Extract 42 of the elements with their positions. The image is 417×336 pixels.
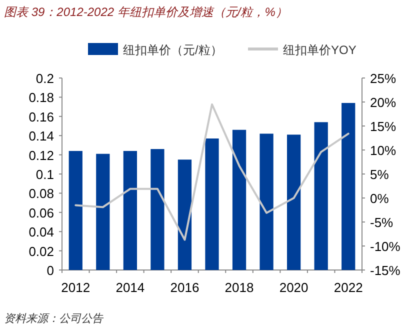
bar (123, 150, 137, 270)
x-tick-label: 2014 (116, 280, 145, 295)
bar (178, 160, 192, 270)
legend-label: 纽扣单价（元/粒） (123, 43, 222, 57)
y2-tick-label: 5% (370, 167, 390, 182)
y-tick-label: 0 (46, 263, 54, 278)
bar (150, 149, 164, 270)
y-tick-label: 0.08 (28, 186, 54, 202)
bar (205, 138, 219, 270)
bar (232, 130, 246, 270)
bar (342, 102, 356, 270)
x-tick-label: 2020 (279, 280, 308, 295)
bar (96, 154, 110, 270)
y-tick-label: 0.12 (28, 148, 54, 163)
y2-tick-label: 15% (370, 119, 396, 134)
bar (287, 134, 301, 270)
y2-tick-label: 0% (370, 191, 390, 206)
x-tick-label: 2022 (334, 280, 363, 295)
y2-tick-label: 20% (370, 95, 396, 110)
text: 资料来源：公司公告 (4, 312, 104, 325)
x-tick-label: 2016 (170, 280, 200, 295)
bar (314, 122, 328, 270)
bar (68, 150, 82, 270)
y-tick-label: 0.16 (28, 109, 54, 124)
y-tick-label: 0.04 (28, 224, 54, 240)
y-tick-label: 0.06 (28, 205, 54, 220)
y-tick-label: 0.18 (28, 90, 54, 106)
y2-tick-label: -10% (370, 239, 401, 254)
x-tick-label: 2012 (61, 280, 90, 295)
bar (260, 134, 274, 270)
y2-tick-label: 10% (370, 143, 396, 158)
y2-tick-label: -5% (370, 215, 394, 230)
y-tick-label: 0.2 (36, 71, 54, 86)
x-tick-label: 2018 (224, 280, 254, 295)
y-tick-label: 0.1 (36, 167, 54, 182)
line-series (74, 103, 350, 241)
legend-label: 纽扣单价YOY (283, 43, 356, 57)
y-tick-label: 0.14 (28, 128, 54, 144)
y2-tick-label: 25% (370, 71, 396, 86)
chart-title: 图表 39：2012-2022 年纽扣单价及增速（元/粒，%） (4, 5, 288, 19)
y-tick-label: 0.02 (28, 244, 54, 259)
y2-tick-label: -15% (370, 263, 401, 278)
